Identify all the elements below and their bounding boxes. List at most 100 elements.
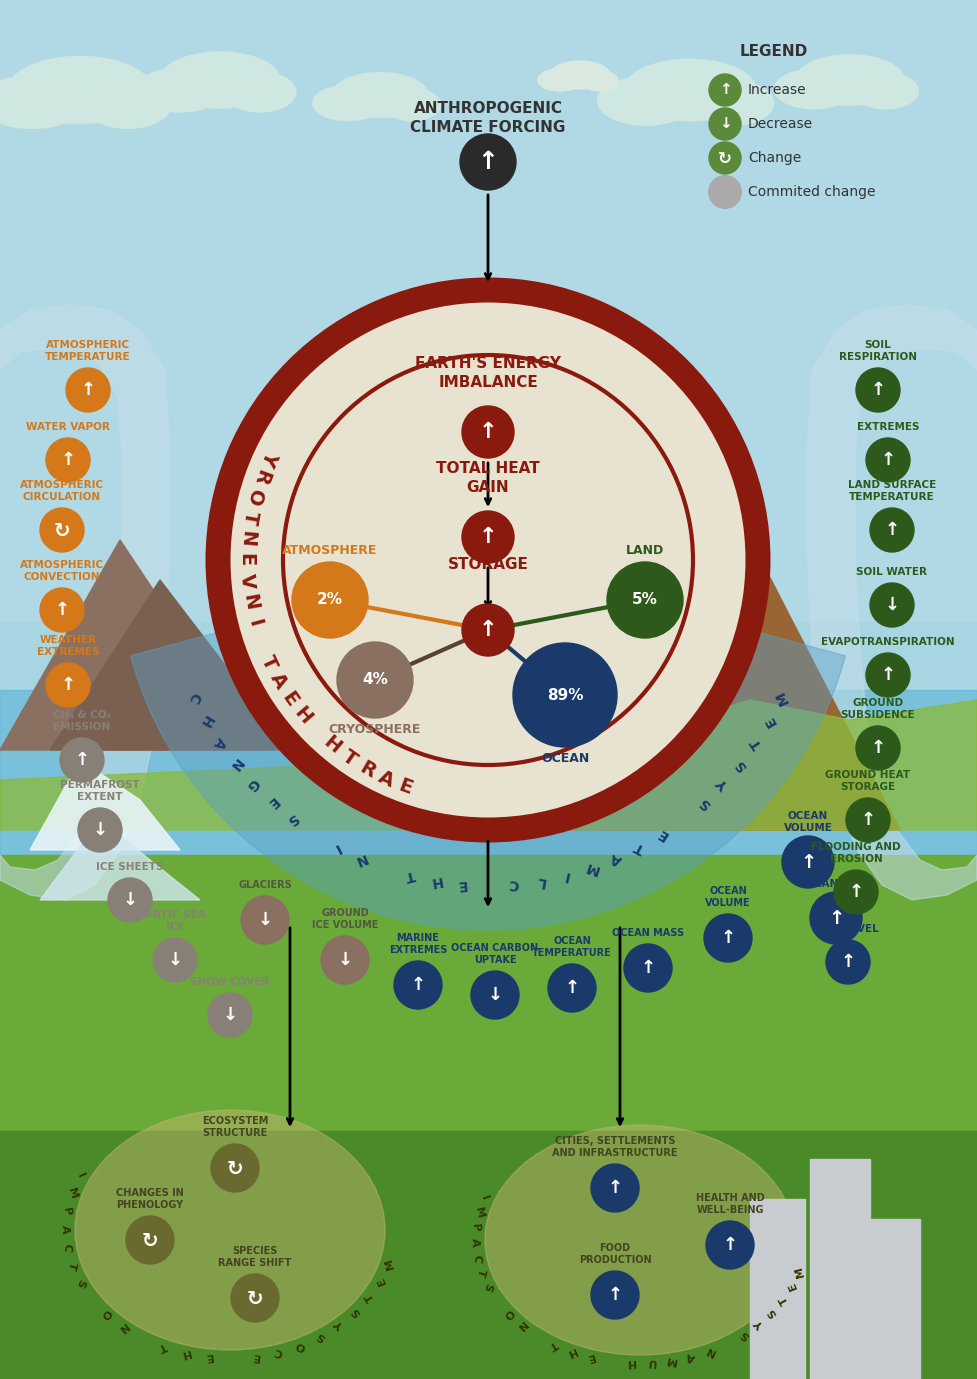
- Text: E: E: [251, 1350, 260, 1361]
- Text: A: A: [686, 1350, 697, 1362]
- Circle shape: [126, 1216, 174, 1265]
- Text: GROUND HEAT
STORAGE: GROUND HEAT STORAGE: [826, 771, 911, 792]
- Text: Y: Y: [715, 775, 732, 793]
- Text: ↑: ↑: [828, 909, 844, 928]
- Circle shape: [283, 354, 693, 765]
- Text: O: O: [243, 487, 266, 507]
- Text: GLACIERS: GLACIERS: [238, 880, 292, 889]
- Text: OCEAN
TEMPERATURE: OCEAN TEMPERATURE: [532, 936, 612, 958]
- Text: C: C: [274, 1346, 284, 1358]
- Text: Decrease: Decrease: [748, 117, 813, 131]
- Polygon shape: [30, 760, 180, 849]
- Circle shape: [870, 583, 914, 627]
- Text: O: O: [99, 1307, 112, 1321]
- Text: A: A: [267, 670, 290, 692]
- Text: I: I: [562, 867, 571, 883]
- Text: PERMAFROST
EXTENT: PERMAFROST EXTENT: [61, 781, 140, 803]
- Text: ↓: ↓: [719, 116, 732, 131]
- Text: ATMOSPHERIC
TEMPERATURE: ATMOSPHERIC TEMPERATURE: [45, 341, 131, 363]
- Text: OCEAN: OCEAN: [541, 752, 589, 765]
- Text: S: S: [732, 756, 749, 772]
- Text: ↑: ↑: [479, 422, 497, 443]
- Text: A: A: [470, 1238, 480, 1247]
- Circle shape: [46, 663, 90, 707]
- Circle shape: [462, 405, 514, 458]
- Text: ↑: ↑: [871, 381, 885, 399]
- Text: FOOD
PRODUCTION: FOOD PRODUCTION: [578, 1244, 652, 1265]
- Text: ANTHROPOGENIC
CLIMATE FORCING: ANTHROPOGENIC CLIMATE FORCING: [410, 101, 566, 135]
- Text: P: P: [62, 1207, 72, 1216]
- Text: OCEAN CARBON
UPTAKE: OCEAN CARBON UPTAKE: [451, 943, 538, 965]
- Text: A: A: [211, 735, 229, 752]
- Circle shape: [218, 290, 758, 830]
- Text: 2%: 2%: [317, 593, 343, 608]
- Text: R: R: [249, 467, 272, 488]
- Text: CITIES, SETTLEMENTS
AND INFRASTRUCTURE: CITIES, SETTLEMENTS AND INFRASTRUCTURE: [552, 1136, 678, 1158]
- Text: C: C: [471, 1254, 483, 1263]
- Text: S: S: [767, 1306, 780, 1318]
- Text: E: E: [375, 1276, 388, 1287]
- Text: ↑: ↑: [410, 976, 426, 994]
- Ellipse shape: [695, 81, 774, 125]
- Text: MARINE
EXTREMES: MARINE EXTREMES: [389, 934, 447, 956]
- Circle shape: [856, 725, 900, 769]
- Text: EXTREMES: EXTREMES: [857, 422, 919, 432]
- Text: N: N: [115, 1320, 129, 1333]
- Circle shape: [40, 587, 84, 632]
- Text: I: I: [330, 840, 342, 855]
- Polygon shape: [807, 305, 977, 900]
- Text: H: H: [625, 1357, 635, 1368]
- Text: S: S: [697, 794, 713, 811]
- Bar: [760, 1259, 800, 1379]
- Polygon shape: [40, 821, 200, 900]
- Text: 5%: 5%: [632, 593, 658, 608]
- Text: SPECIES
RANGE SHIFT: SPECIES RANGE SHIFT: [219, 1247, 291, 1269]
- Circle shape: [337, 643, 413, 718]
- Text: TOTAL HEAT
GAIN: TOTAL HEAT GAIN: [436, 462, 540, 495]
- Text: M: M: [473, 1207, 486, 1219]
- Text: ↓: ↓: [93, 821, 107, 838]
- Text: Change: Change: [748, 150, 801, 165]
- Text: ↑: ↑: [884, 521, 900, 539]
- Text: ↑: ↑: [61, 676, 75, 694]
- Bar: [750, 1198, 805, 1379]
- Text: ↑: ↑: [479, 527, 497, 547]
- Text: ↓: ↓: [223, 1007, 237, 1025]
- Bar: [0, 0, 977, 896]
- Polygon shape: [655, 430, 705, 510]
- Ellipse shape: [313, 85, 383, 120]
- Ellipse shape: [538, 69, 582, 91]
- Text: H: H: [196, 712, 215, 729]
- Text: T: T: [239, 510, 260, 527]
- Text: ↻: ↻: [54, 521, 70, 541]
- Text: M: M: [793, 1265, 806, 1278]
- Circle shape: [826, 940, 870, 985]
- Ellipse shape: [550, 61, 610, 90]
- Text: L: L: [535, 873, 546, 888]
- Circle shape: [208, 993, 252, 1037]
- Text: O: O: [501, 1307, 515, 1320]
- Text: LAND SURFACE
TEMPERATURE: LAND SURFACE TEMPERATURE: [848, 480, 936, 502]
- Ellipse shape: [332, 73, 428, 117]
- Ellipse shape: [160, 52, 280, 108]
- Text: OCEAN
VOLUME: OCEAN VOLUME: [784, 811, 832, 833]
- Text: ↑: ↑: [61, 451, 75, 469]
- Circle shape: [211, 1145, 259, 1191]
- Text: WATER VAPOR: WATER VAPOR: [26, 422, 110, 432]
- Circle shape: [810, 892, 862, 945]
- Polygon shape: [600, 501, 900, 830]
- Circle shape: [462, 512, 514, 563]
- Text: ↻: ↻: [246, 1289, 264, 1309]
- Ellipse shape: [485, 1125, 795, 1356]
- Text: N: N: [352, 849, 368, 867]
- Text: ICE SHEETS: ICE SHEETS: [97, 862, 164, 872]
- Text: H: H: [429, 873, 443, 888]
- Circle shape: [231, 1274, 279, 1322]
- Text: ↑: ↑: [720, 929, 736, 947]
- Ellipse shape: [136, 68, 224, 112]
- Circle shape: [394, 961, 442, 1009]
- Text: ATMOSPHERIC
CIRCULATION: ATMOSPHERIC CIRCULATION: [20, 480, 105, 502]
- Circle shape: [321, 936, 369, 985]
- Text: ↓: ↓: [488, 986, 502, 1004]
- Text: E: E: [456, 877, 467, 891]
